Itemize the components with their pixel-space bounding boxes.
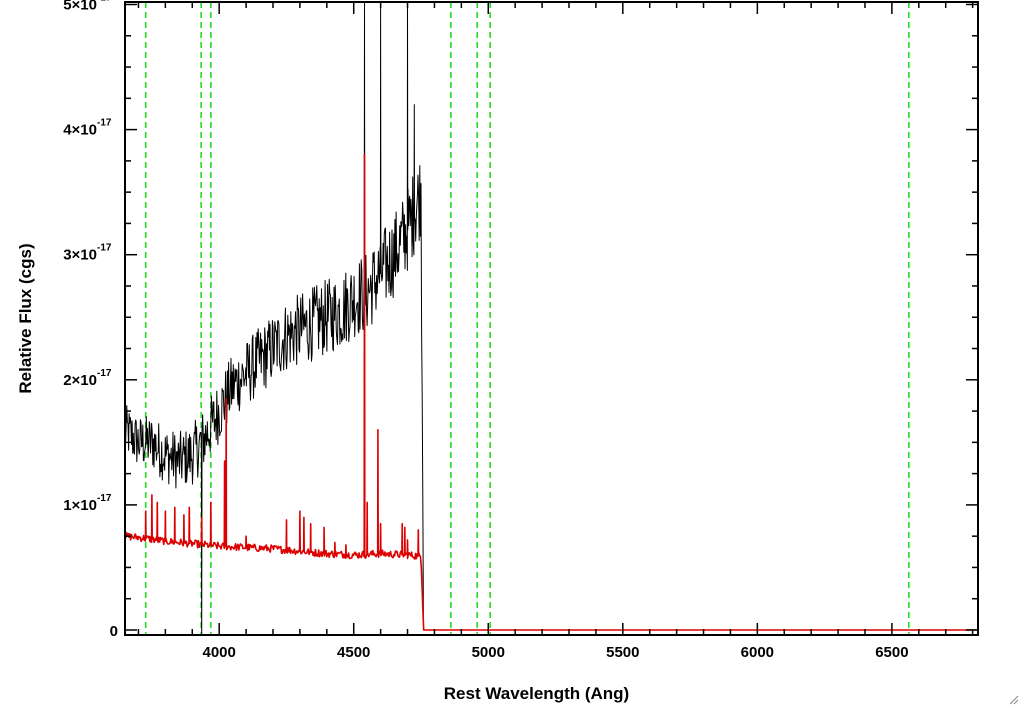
- x-tick-label-4000: 4000: [202, 644, 235, 661]
- y-tick-exponent-5: -17: [97, 0, 112, 4]
- y-tick-exponent-4: -17: [97, 118, 112, 129]
- plot-frame: [124, 1, 979, 636]
- y-tick-exponent-2: -17: [97, 368, 112, 379]
- y-tick-label-4: 4×10: [63, 122, 97, 139]
- y-tick-label-2: 2×10: [63, 372, 97, 389]
- x-tick-label-5000: 5000: [472, 644, 505, 661]
- y-axis-title: Relative Flux (cgs): [16, 243, 35, 393]
- x-tick-label-5500: 5500: [606, 644, 639, 661]
- plot-area: [125, 2, 978, 635]
- resize-grip-line-1: [1009, 695, 1019, 705]
- y-tick-label-1: 1×10: [63, 497, 97, 514]
- y-tick-exponent-1: -17: [97, 493, 112, 504]
- y-tick-label-0: 0: [110, 623, 118, 640]
- y-tick-label-3: 3×10: [63, 247, 97, 264]
- x-tick-label-6500: 6500: [875, 644, 908, 661]
- x-axis-title: Rest Wavelength (Ang): [444, 684, 629, 703]
- resize-grip-icon: [1009, 695, 1019, 705]
- x-tick-label-6000: 6000: [741, 644, 774, 661]
- y-tick-exponent-3: -17: [97, 243, 112, 254]
- series-line-0: [125, 2, 424, 635]
- resize-grip-line-2: [1013, 699, 1019, 705]
- series-line-1: [125, 153, 978, 631]
- x-tick-label-4500: 4500: [337, 644, 370, 661]
- y-tick-label-5: 5×10: [63, 0, 97, 14]
